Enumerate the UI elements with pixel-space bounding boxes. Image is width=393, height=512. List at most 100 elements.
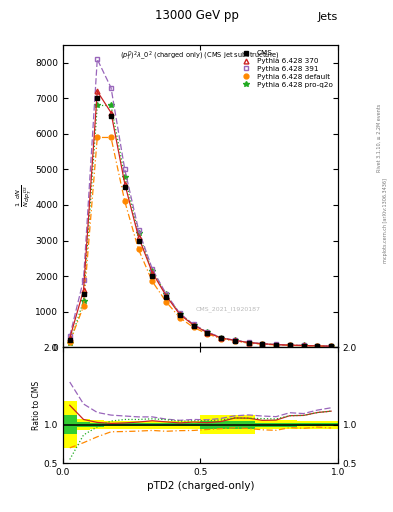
Y-axis label: Ratio to CMS: Ratio to CMS: [32, 381, 41, 430]
Pythia 6.428 pro-q2o: [68, 340, 72, 346]
Pythia 6.428 370: [274, 342, 279, 348]
Pythia 6.428 pro-q2o: [260, 340, 265, 347]
Pythia 6.428 pro-q2o: [205, 329, 210, 335]
CMS: [150, 273, 155, 279]
Pythia 6.428 pro-q2o: [136, 230, 141, 237]
Pythia 6.428 default: [150, 279, 155, 285]
Pythia 6.428 pro-q2o: [150, 268, 155, 274]
CMS: [178, 312, 182, 318]
Line: Pythia 6.428 391: Pythia 6.428 391: [67, 57, 334, 349]
Pythia 6.428 default: [81, 303, 86, 309]
Legend: CMS, Pythia 6.428 370, Pythia 6.428 391, Pythia 6.428 default, Pythia 6.428 pro-: CMS, Pythia 6.428 370, Pythia 6.428 391,…: [236, 48, 335, 90]
CMS: [219, 335, 223, 342]
Pythia 6.428 default: [68, 339, 72, 345]
Pythia 6.428 370: [246, 339, 251, 346]
CMS: [260, 341, 265, 347]
Pythia 6.428 391: [150, 266, 155, 272]
Pythia 6.428 pro-q2o: [123, 174, 127, 180]
Pythia 6.428 default: [233, 338, 237, 344]
CMS: [68, 337, 72, 343]
Pythia 6.428 370: [191, 322, 196, 328]
CMS: [288, 342, 292, 348]
Pythia 6.428 pro-q2o: [246, 339, 251, 346]
Pythia 6.428 391: [329, 343, 334, 349]
Pythia 6.428 391: [95, 56, 100, 62]
Pythia 6.428 391: [191, 322, 196, 328]
Pythia 6.428 default: [123, 198, 127, 204]
Pythia 6.428 391: [315, 343, 320, 349]
Text: mcplots.cern.ch [arXiv:1306.3436]: mcplots.cern.ch [arXiv:1306.3436]: [384, 178, 388, 263]
CMS: [205, 330, 210, 336]
Pythia 6.428 default: [301, 343, 306, 349]
Pythia 6.428 370: [233, 337, 237, 344]
Line: Pythia 6.428 pro-q2o: Pythia 6.428 pro-q2o: [67, 103, 334, 349]
Pythia 6.428 391: [288, 342, 292, 348]
CMS: [329, 343, 334, 349]
Pythia 6.428 default: [315, 343, 320, 349]
Pythia 6.428 default: [164, 298, 169, 305]
Pythia 6.428 370: [260, 340, 265, 347]
Pythia 6.428 370: [288, 342, 292, 348]
Pythia 6.428 391: [301, 343, 306, 349]
Pythia 6.428 391: [81, 276, 86, 283]
CMS: [136, 238, 141, 244]
Pythia 6.428 pro-q2o: [95, 102, 100, 109]
X-axis label: pTD2 (charged-only): pTD2 (charged-only): [147, 481, 254, 492]
Pythia 6.428 pro-q2o: [274, 342, 279, 348]
Pythia 6.428 370: [205, 330, 210, 336]
Pythia 6.428 391: [136, 227, 141, 233]
Pythia 6.428 370: [123, 181, 127, 187]
Text: CMS_2021_I1920187: CMS_2021_I1920187: [195, 307, 261, 312]
Text: Rivet 3.1.10, ≥ 2.2M events: Rivet 3.1.10, ≥ 2.2M events: [377, 104, 382, 173]
CMS: [246, 340, 251, 346]
CMS: [123, 184, 127, 190]
Pythia 6.428 pro-q2o: [315, 343, 320, 349]
Pythia 6.428 default: [95, 134, 100, 140]
CMS: [164, 294, 169, 301]
Pythia 6.428 391: [205, 329, 210, 335]
Pythia 6.428 default: [136, 246, 141, 252]
Pythia 6.428 370: [164, 292, 169, 298]
Pythia 6.428 391: [246, 339, 251, 346]
Y-axis label: $\frac{1}{N}\frac{dN}{dp_T^{D2}}$: $\frac{1}{N}\frac{dN}{dp_T^{D2}}$: [14, 185, 34, 207]
Pythia 6.428 370: [150, 269, 155, 275]
Pythia 6.428 default: [246, 340, 251, 346]
Pythia 6.428 default: [108, 134, 114, 140]
Pythia 6.428 391: [68, 333, 72, 339]
Pythia 6.428 pro-q2o: [191, 322, 196, 328]
Pythia 6.428 370: [95, 88, 100, 94]
Pythia 6.428 391: [260, 340, 265, 347]
CMS: [108, 113, 114, 119]
Pythia 6.428 391: [123, 166, 127, 173]
Pythia 6.428 391: [178, 310, 182, 316]
Pythia 6.428 370: [68, 335, 72, 342]
Line: Pythia 6.428 370: Pythia 6.428 370: [67, 89, 334, 349]
Pythia 6.428 default: [205, 331, 210, 337]
Pythia 6.428 370: [81, 287, 86, 293]
Pythia 6.428 391: [164, 291, 169, 297]
Text: 13000 GeV pp: 13000 GeV pp: [154, 9, 239, 22]
Pythia 6.428 391: [274, 342, 279, 348]
Pythia 6.428 pro-q2o: [108, 102, 114, 109]
CMS: [191, 323, 196, 329]
Pythia 6.428 default: [178, 314, 182, 321]
Text: Jets: Jets: [318, 11, 338, 22]
Pythia 6.428 370: [178, 311, 182, 317]
Pythia 6.428 370: [315, 343, 320, 349]
Pythia 6.428 370: [219, 335, 223, 341]
Pythia 6.428 pro-q2o: [81, 298, 86, 304]
CMS: [274, 342, 279, 348]
Pythia 6.428 370: [301, 343, 306, 349]
CMS: [233, 338, 237, 344]
Pythia 6.428 pro-q2o: [288, 342, 292, 348]
Pythia 6.428 391: [108, 84, 114, 91]
Pythia 6.428 default: [288, 343, 292, 349]
Pythia 6.428 370: [108, 110, 114, 116]
CMS: [315, 343, 320, 349]
Pythia 6.428 default: [219, 336, 223, 342]
Pythia 6.428 pro-q2o: [329, 343, 334, 349]
Pythia 6.428 default: [191, 325, 196, 331]
Text: $(p_T^D)^2\lambda\_0^2$ (charged only) (CMS jet substructure): $(p_T^D)^2\lambda\_0^2$ (charged only) (…: [121, 50, 280, 63]
Pythia 6.428 370: [136, 234, 141, 240]
Pythia 6.428 391: [233, 337, 237, 344]
